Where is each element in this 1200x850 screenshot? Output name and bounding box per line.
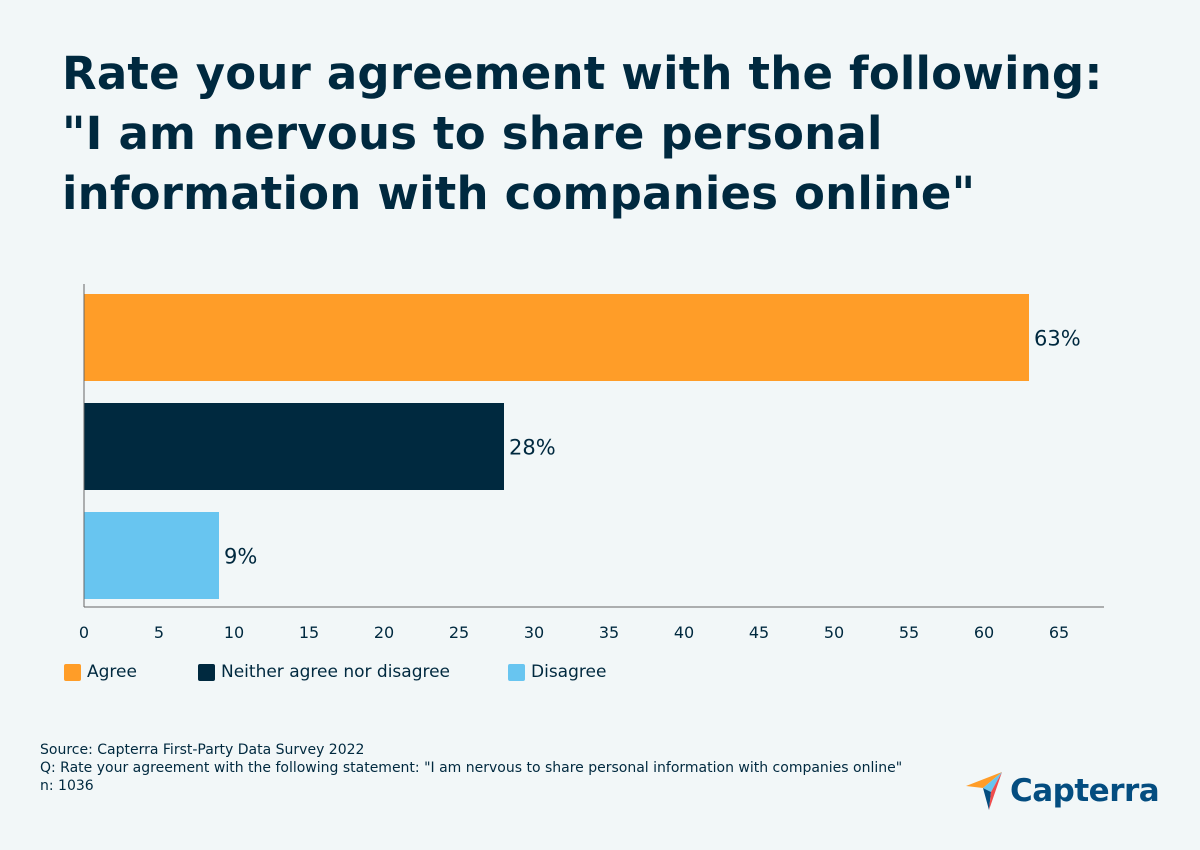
title-line-1: Rate your agreement with the following: (62, 47, 1103, 100)
data-label-neither-agree-nor-disagree: 28% (509, 436, 556, 460)
footer-notes: Source: Capterra First-Party Data Survey… (40, 741, 920, 795)
axes-group (83, 284, 1104, 608)
legend-item-neither: Neither agree nor disagree (198, 662, 508, 682)
tick-labels-group: 0 5 10 15 20 25 30 35 40 45 50 55 60 65 (79, 623, 1069, 642)
data-label-disagree: 9% (224, 545, 257, 569)
x-tick-label: 55 (899, 623, 919, 642)
bar-agree (84, 294, 1029, 381)
x-tick-label: 45 (749, 623, 769, 642)
sample-size-note: n: 1036 (40, 778, 94, 794)
legend-swatch (508, 663, 525, 681)
bar-disagree (84, 512, 219, 599)
capterra-arrow-icon (966, 772, 1002, 810)
x-tick-label: 65 (1049, 623, 1069, 642)
x-tick-label: 30 (524, 623, 544, 642)
bars-group (84, 294, 1029, 599)
chart-title: Rate your agreement with the following: … (62, 44, 1162, 224)
title-line-2: "I am nervous to share personal (62, 107, 883, 160)
legend-swatch (64, 663, 81, 681)
x-tick-label: 20 (374, 623, 394, 642)
bar-neither-agree-nor-disagree (84, 403, 504, 490)
bar-chart: 63% 28% 9% 0 5 10 15 20 25 30 35 40 45 50 55 60 65 (79, 284, 1104, 642)
data-label-agree: 63% (1034, 327, 1081, 351)
x-tick-label: 50 (824, 623, 844, 642)
x-tick-label: 15 (299, 623, 319, 642)
legend: Agree Neither agree nor disagree Disagre… (64, 662, 606, 682)
x-tick-label: 10 (224, 623, 244, 642)
logo-text: Capterra (1010, 773, 1160, 809)
legend-label: Disagree (531, 662, 607, 682)
legend-swatch (198, 663, 215, 681)
x-tick-label: 0 (79, 623, 89, 642)
source-note: Source: Capterra First-Party Data Survey… (40, 742, 365, 758)
legend-item-disagree: Disagree (508, 662, 606, 682)
capterra-logo: Capterra (966, 770, 1160, 812)
x-tick-label: 35 (599, 623, 619, 642)
x-tick-label: 60 (974, 623, 994, 642)
title-line-3: information with companies online" (62, 167, 976, 220)
x-tick-label: 25 (449, 623, 469, 642)
x-tick-label: 5 (154, 623, 164, 642)
x-tick-label: 40 (674, 623, 694, 642)
data-labels-group: 63% 28% 9% (224, 327, 1081, 569)
question-note: Q: Rate your agreement with the followin… (40, 760, 903, 776)
legend-item-agree: Agree (64, 662, 198, 682)
legend-label: Agree (87, 662, 137, 682)
legend-label: Neither agree nor disagree (221, 662, 451, 682)
